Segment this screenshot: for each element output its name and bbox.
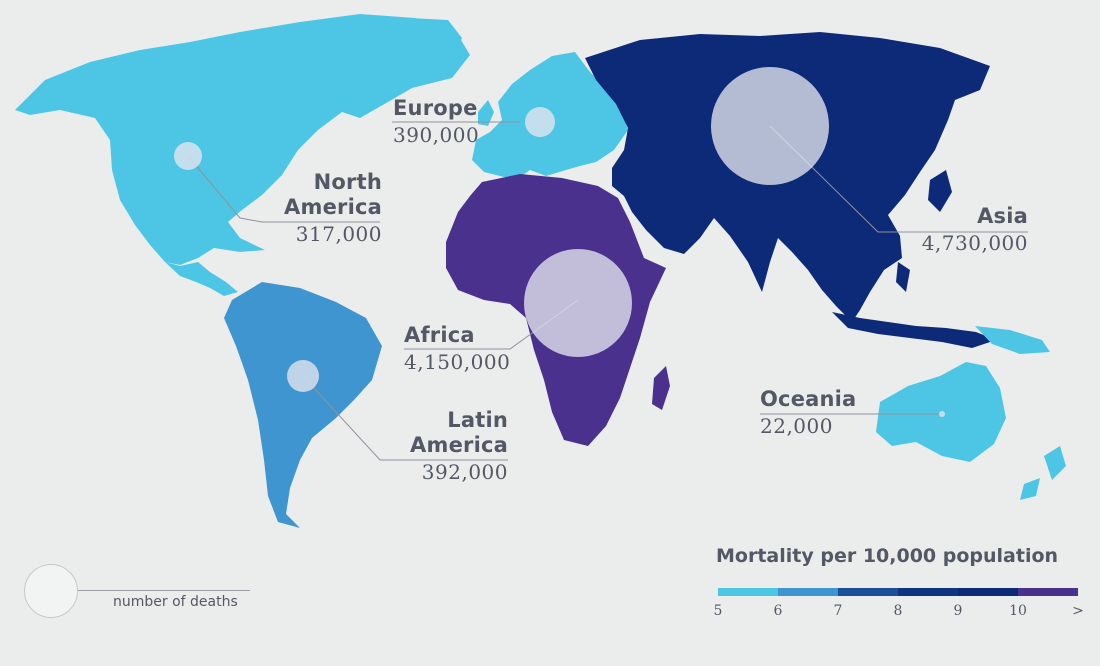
europe-label: Europe 390,000 [393, 96, 479, 149]
legend-segment [778, 588, 838, 596]
size-key-label: number of deaths [113, 594, 238, 610]
legend-segment [958, 588, 1018, 596]
uk-shape [478, 100, 494, 126]
north-america-label: North America 317,000 [284, 170, 382, 248]
oceania-deaths: 22,000 [760, 414, 833, 438]
region-north-america [15, 14, 470, 296]
africa-deaths: 4,150,000 [404, 350, 511, 374]
indonesia-shape [832, 312, 996, 348]
europe-name-line-1: Europe [393, 96, 478, 120]
legend-tick-label: 8 [893, 603, 903, 619]
latin-america-label: Latin America 392,000 [410, 408, 508, 486]
north-america-leader [187, 155, 380, 223]
latin-america-bubble [287, 360, 319, 392]
legend-color-bar [718, 588, 1078, 596]
asia-name-line-1: Asia [977, 204, 1028, 228]
oceania-label: Oceania 22,000 [760, 387, 856, 440]
latin-america-name-line-2: America [410, 433, 508, 457]
north-america-shape [15, 14, 470, 265]
legend-tick-label: 10 [1009, 603, 1027, 619]
africa-name-line-1: Africa [404, 323, 475, 347]
legend-segment [718, 588, 778, 596]
legend-title: Mortality per 10,000 population [716, 545, 1059, 567]
central-america-shape [165, 262, 238, 296]
north-america-deaths: 317,000 [295, 222, 382, 246]
legend-tick-label: > [1072, 603, 1084, 619]
south-america-shape [224, 282, 382, 528]
europe-bubble [525, 107, 555, 137]
asia-deaths: 4,730,000 [921, 231, 1028, 255]
legend-tick-label: 6 [773, 603, 783, 619]
legend-segment [898, 588, 958, 596]
asia-label: Asia 4,730,000 [922, 204, 1028, 257]
legend-segment [838, 588, 898, 596]
greenland-shape [378, 18, 462, 86]
oceania-name: Oceania [760, 387, 856, 412]
asia-name: Asia [922, 204, 1028, 229]
new-zealand-shape [1020, 446, 1066, 500]
africa-label: Africa 4,150,000 [404, 323, 510, 376]
region-latin-america [224, 282, 382, 528]
legend-tick-label: 5 [713, 603, 723, 619]
asia-bubble [711, 67, 829, 185]
philippines-shape [896, 262, 910, 292]
oceania-bubble [939, 411, 945, 417]
north-america-name-line-1: North [313, 170, 382, 194]
legend-tick-label: 9 [953, 603, 963, 619]
europe-deaths: 390,000 [393, 123, 480, 147]
region-oceania [876, 326, 1066, 500]
africa-name: Africa [404, 323, 510, 348]
oceania-name-line-1: Oceania [760, 387, 857, 411]
new-guinea-shape [975, 326, 1050, 354]
latin-america-name: Latin America [410, 408, 508, 458]
leader-lines [187, 121, 1028, 461]
latin-america-leader [302, 375, 508, 461]
japan-shape [928, 170, 952, 212]
north-america-name-line-2: America [284, 195, 382, 219]
legend-tick-label: 7 [833, 603, 843, 619]
latin-america-name-line-1: Latin [447, 408, 508, 432]
size-key-circle [24, 564, 78, 618]
north-america-name: North America [284, 170, 382, 220]
legend-segment [1018, 588, 1078, 596]
latin-america-deaths: 392,000 [421, 460, 508, 484]
north-america-bubble [174, 142, 202, 170]
madagascar-shape [652, 366, 670, 410]
death-bubbles [174, 67, 945, 417]
africa-bubble [524, 249, 632, 357]
europe-name: Europe [393, 96, 479, 121]
size-key-line [78, 590, 250, 591]
